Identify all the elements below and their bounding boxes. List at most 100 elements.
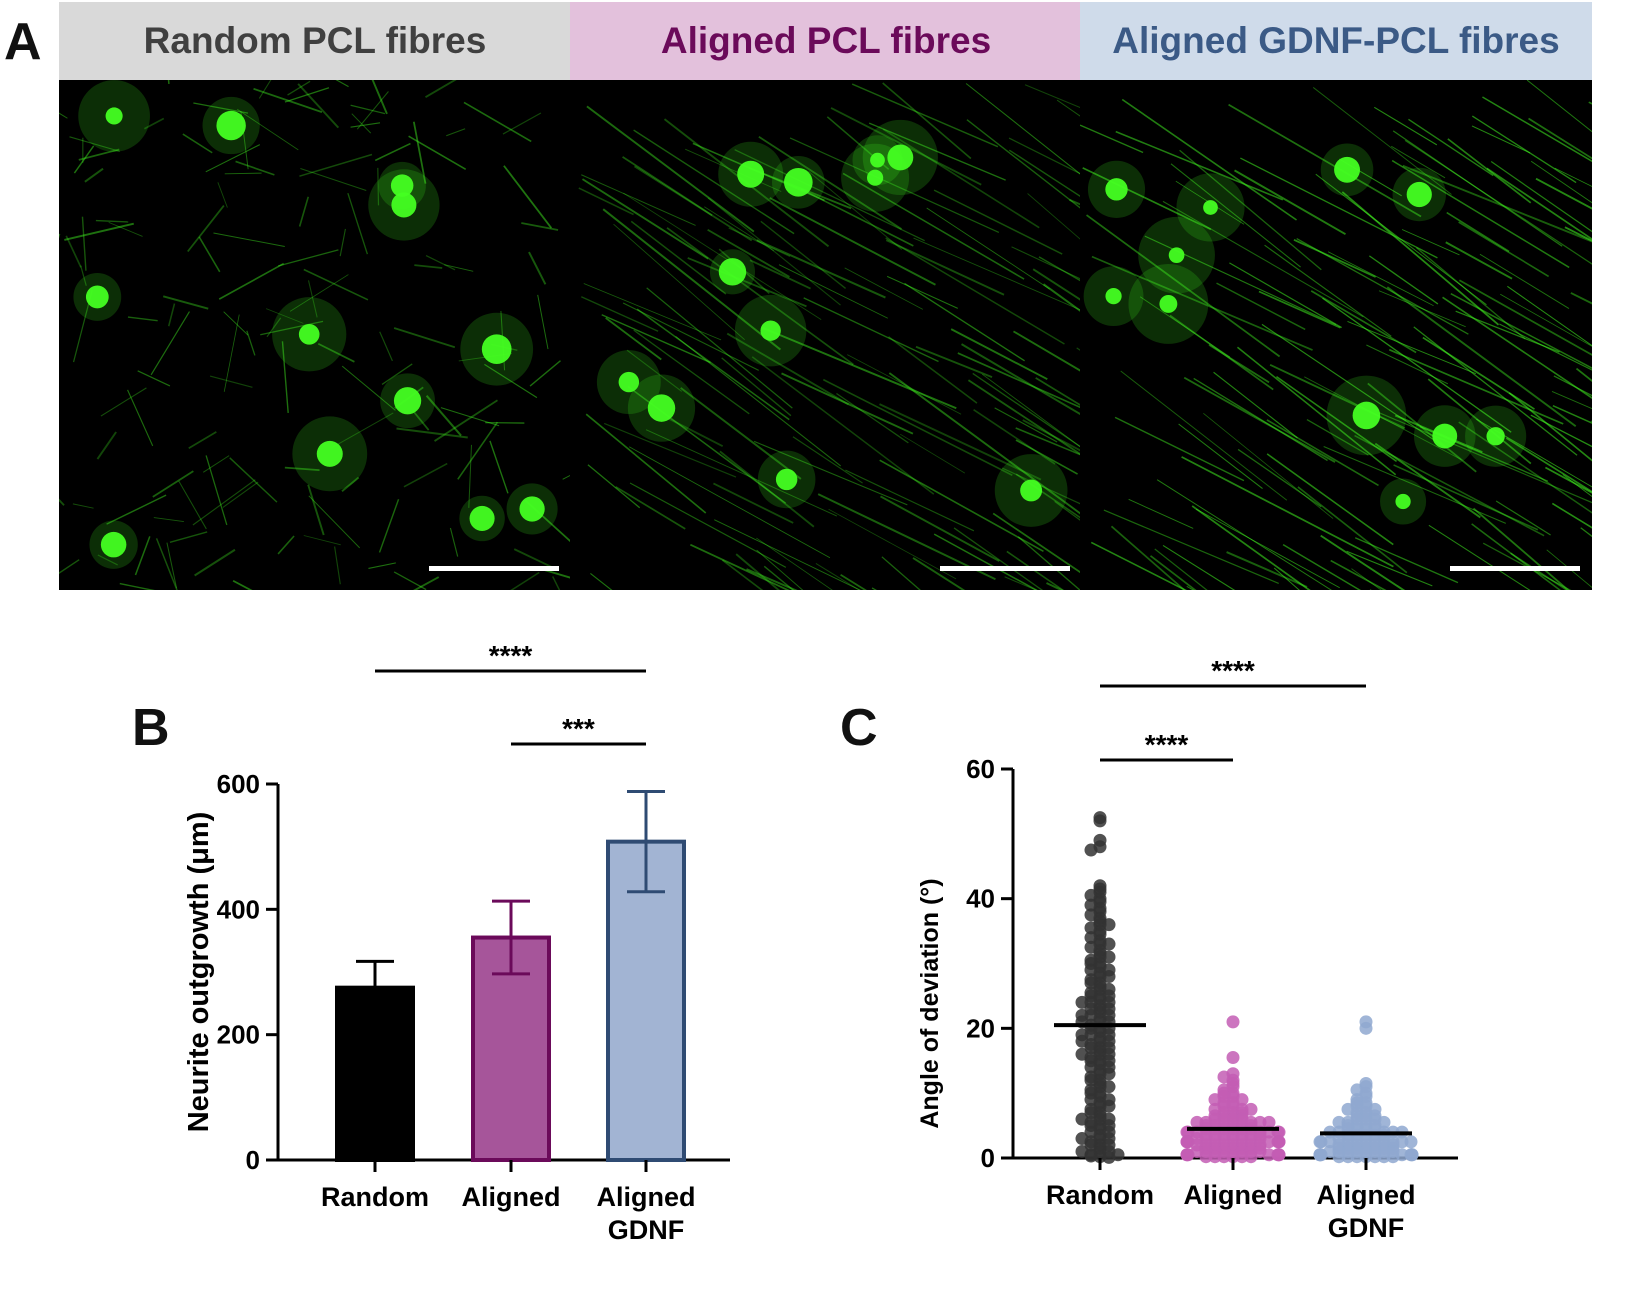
neurite-fibre xyxy=(69,136,120,152)
neurite-fibre xyxy=(585,413,707,514)
neurite-fibre xyxy=(1169,314,1274,391)
data-point xyxy=(1332,1150,1346,1164)
neurite-fibre xyxy=(1378,412,1592,504)
panel-letter-c: C xyxy=(840,699,878,757)
neurite-fibre xyxy=(601,314,711,364)
data-point xyxy=(1075,1008,1089,1022)
neurite-fibre xyxy=(1004,576,1038,590)
neurite-fibre xyxy=(1413,326,1578,456)
neurite-fibre xyxy=(1162,200,1364,318)
neurite-fibre xyxy=(1404,139,1592,265)
neurite-fibre xyxy=(412,121,427,184)
neurite-fibre xyxy=(1471,523,1562,590)
neurite-fibre xyxy=(1455,310,1560,353)
y-tick-label: 40 xyxy=(966,884,995,914)
neurite-fibre xyxy=(119,582,155,590)
neurite-fibre xyxy=(393,571,427,590)
neurite-fibre xyxy=(425,255,456,271)
neurite-fibre xyxy=(1234,169,1346,236)
neurite-fibre xyxy=(1490,161,1592,233)
neurite-fibre xyxy=(1530,160,1592,204)
neurite-fibre xyxy=(1181,456,1394,568)
y-tick-label: 600 xyxy=(217,769,260,799)
neurite-fibre xyxy=(756,537,833,590)
cell-cluster xyxy=(1334,156,1361,183)
neurite-fibre xyxy=(953,527,1044,590)
neurite-fibre xyxy=(613,223,745,341)
neurite-fibre xyxy=(888,336,978,404)
neurite-fibre xyxy=(1179,149,1322,271)
neurite-fibre xyxy=(1035,377,1082,408)
cell-cluster xyxy=(1168,247,1185,264)
data-point xyxy=(1102,1138,1116,1152)
neurite-fibre xyxy=(253,87,323,113)
cell-cluster xyxy=(1395,493,1411,510)
neurite-fibre xyxy=(78,148,120,161)
neurite-fibre xyxy=(605,317,662,361)
neurite-fibre xyxy=(162,295,209,310)
neurite-fibre xyxy=(356,91,389,130)
neurite-fibre xyxy=(73,145,95,174)
neurite-fibre xyxy=(926,207,1050,290)
neurite-fibre xyxy=(1149,555,1197,590)
y-tick-label: 400 xyxy=(217,894,260,924)
data-point xyxy=(1102,937,1116,951)
neurite-fibre xyxy=(1139,296,1231,358)
cell-cluster xyxy=(390,174,414,197)
cell-cluster xyxy=(760,320,781,341)
neurite-fibre xyxy=(1386,286,1577,428)
neurite-fibre xyxy=(581,296,659,332)
neurite-fibre xyxy=(96,431,117,460)
neurite-fibre xyxy=(1038,256,1082,283)
neurite-fibre xyxy=(666,227,854,366)
neurite-fibre xyxy=(502,112,542,135)
neurite-fibre xyxy=(1544,466,1592,494)
neurite-fibre xyxy=(629,446,831,559)
data-point xyxy=(1217,1150,1231,1164)
data-point xyxy=(1102,1067,1116,1081)
neurite-fibre xyxy=(232,580,253,590)
neurite-fibre xyxy=(300,168,367,191)
neurite-fibre xyxy=(1401,229,1460,256)
data-point xyxy=(1084,1054,1098,1068)
neurite-fibre xyxy=(95,219,129,223)
neurite-fibre xyxy=(153,517,184,523)
neurite-fibre xyxy=(753,440,908,506)
neurite-fibre xyxy=(1312,87,1452,195)
neurite-fibre xyxy=(626,349,683,392)
scale-bar xyxy=(429,566,559,571)
cell-cluster xyxy=(316,440,343,467)
neurite-fibre xyxy=(266,317,282,338)
neurite-fibre xyxy=(950,328,1048,380)
micrograph-title: Random PCL fibres xyxy=(59,2,571,80)
neurite-fibre xyxy=(973,408,1056,465)
cell-cluster xyxy=(737,160,765,188)
neurite-fibre xyxy=(1471,115,1577,184)
neurite-fibre xyxy=(371,80,388,115)
neurite-fibre xyxy=(704,206,775,252)
neurite-fibre xyxy=(882,82,972,160)
cell-cluster xyxy=(481,334,512,365)
neurite-fibre xyxy=(551,576,561,590)
neurite-fibre xyxy=(888,372,1082,516)
neurite-fibre xyxy=(1445,241,1513,280)
neurite-fibre xyxy=(463,101,532,143)
neurite-fibre xyxy=(967,379,1082,457)
neurite-fibre xyxy=(961,343,1082,417)
neurite-fibre xyxy=(1293,238,1376,278)
neurite-fibre xyxy=(913,237,1082,312)
neurite-fibre xyxy=(218,262,285,300)
neurite-fibre xyxy=(586,105,755,233)
micrograph-background xyxy=(570,80,1082,590)
neurite-fibre xyxy=(808,170,903,250)
neurite-fibre xyxy=(735,553,781,590)
panel-letter-a: A xyxy=(4,13,42,71)
neurite-fibre xyxy=(202,455,230,473)
data-point xyxy=(1313,1135,1327,1149)
data-point xyxy=(1359,1021,1373,1035)
data-point xyxy=(1404,1135,1418,1149)
neurite-fibre xyxy=(414,264,443,269)
data-point xyxy=(1226,1051,1240,1065)
neurite-fibre xyxy=(915,345,993,378)
cell-cluster xyxy=(393,387,422,415)
